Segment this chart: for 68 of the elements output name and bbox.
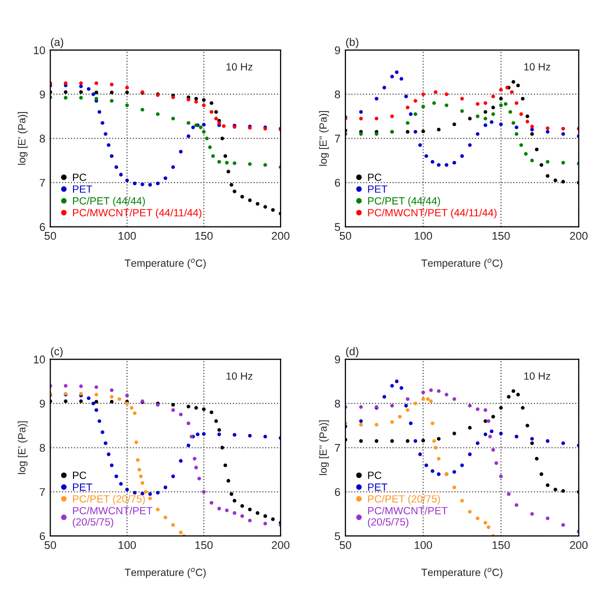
y-tick-label: 6 bbox=[40, 532, 45, 540]
x-tick-label: 100 bbox=[414, 232, 432, 240]
legend-label: PC bbox=[73, 472, 86, 479]
y-tick-label: 10 bbox=[34, 356, 46, 364]
y-tick-label: 6 bbox=[334, 178, 340, 187]
x-axis-title: Temperature ($^{o}$C) bbox=[124, 568, 206, 578]
chart-title: (b) bbox=[346, 38, 358, 48]
y-tick-label: 9 bbox=[334, 356, 340, 364]
y-tick-label: 8 bbox=[334, 90, 340, 98]
y-axis-title: log [E' (Pa)] bbox=[18, 112, 28, 165]
annotation: 10 Hz bbox=[226, 63, 252, 71]
x-tick-label: 50 bbox=[44, 232, 56, 240]
chart-title: (d) bbox=[346, 347, 358, 358]
legend-label: PC bbox=[73, 174, 86, 181]
legend-label: PC/MWCNT/PET (44/11/44) bbox=[368, 208, 497, 218]
y-tick-label: 7 bbox=[40, 178, 45, 187]
legend-label: PET bbox=[73, 484, 92, 491]
annotation: 10 Hz bbox=[524, 372, 550, 380]
x-axis-title: Temperature ($^{o}$C) bbox=[124, 258, 206, 269]
x-tick-label: 150 bbox=[492, 232, 510, 240]
x-axis-title: Temperature ($^{o}$C) bbox=[421, 258, 502, 269]
y-tick-label: 5 bbox=[334, 532, 340, 540]
y-tick-label: 5 bbox=[334, 223, 340, 231]
y-tick-label: 9 bbox=[334, 46, 340, 54]
x-axis-title: Temperature ($^{o}$C) bbox=[421, 568, 502, 578]
y-tick-label: 6 bbox=[334, 488, 340, 496]
legend-label: PET bbox=[73, 186, 92, 193]
y-tick-label: 10 bbox=[34, 46, 46, 54]
x-tick-label: 200 bbox=[570, 541, 588, 550]
y-axis-title: log [E'' (Pa)] bbox=[319, 420, 329, 475]
legend-label: PC/PET (44/44) bbox=[73, 196, 145, 207]
chart-title: (a) bbox=[50, 38, 64, 48]
legend-label: PC/MWCNT/PET (20/5/75) bbox=[368, 506, 448, 528]
legend-label: PET bbox=[368, 186, 388, 193]
annotation: 10 Hz bbox=[524, 63, 550, 71]
y-tick-label: 7 bbox=[334, 444, 340, 452]
y-tick-label: 8 bbox=[40, 444, 45, 452]
legend-label: PC/MWCNT/PET (44/11/44) bbox=[73, 208, 202, 218]
x-tick-label: 100 bbox=[118, 232, 136, 240]
x-tick-label: 200 bbox=[570, 232, 588, 240]
x-tick-label: 50 bbox=[44, 541, 56, 550]
x-tick-label: 150 bbox=[195, 232, 213, 240]
y-tick-label: 7 bbox=[334, 134, 340, 142]
legend-label: PC/PET (44/44) bbox=[368, 196, 440, 207]
x-tick-label: 200 bbox=[272, 232, 290, 240]
legend-label: PC/PET (20/75) bbox=[73, 494, 145, 505]
y-tick-label: 9 bbox=[40, 90, 45, 98]
x-tick-label: 100 bbox=[118, 541, 136, 550]
y-tick-label: 8 bbox=[334, 400, 340, 408]
legend-label: PC bbox=[368, 472, 382, 479]
x-tick-label: 150 bbox=[195, 541, 213, 550]
y-tick-label: 9 bbox=[40, 400, 45, 408]
x-tick-label: 100 bbox=[414, 541, 432, 550]
y-tick-label: 6 bbox=[40, 223, 45, 231]
legend-label: PC bbox=[368, 174, 382, 181]
legend-label: PC/MWCNT/PET (20/5/75) bbox=[72, 506, 152, 528]
chart-title: (c) bbox=[50, 347, 63, 358]
y-axis-title: log [E'' (Pa)] bbox=[319, 111, 329, 166]
x-tick-label: 50 bbox=[340, 541, 352, 550]
annotation: 10 Hz bbox=[226, 372, 252, 380]
y-axis-title: log [E' (Pa)] bbox=[18, 421, 28, 474]
y-tick-label: 8 bbox=[40, 134, 45, 143]
legend-label: PC/PET (20/75) bbox=[368, 494, 440, 505]
y-tick-label: 7 bbox=[40, 488, 45, 496]
x-tick-label: 50 bbox=[340, 232, 352, 240]
x-tick-label: 200 bbox=[272, 541, 290, 550]
x-tick-label: 150 bbox=[492, 541, 510, 550]
legend-label: PET bbox=[368, 484, 388, 491]
